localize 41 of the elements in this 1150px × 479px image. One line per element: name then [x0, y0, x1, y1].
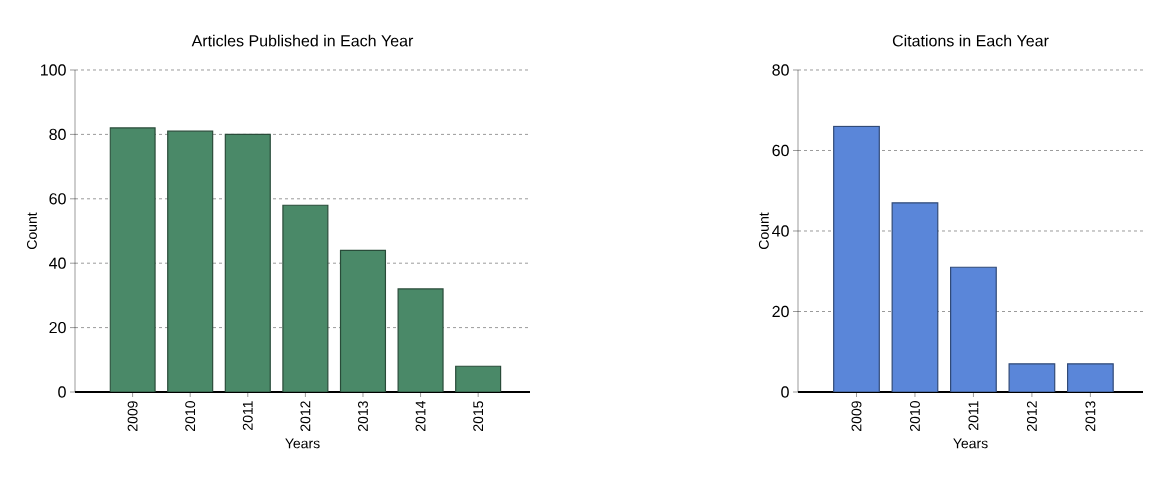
x-tick-label: 2010: [185, 401, 196, 431]
x-tick-label: 2012: [1026, 401, 1037, 431]
bar: [950, 266, 997, 392]
y-tick-label: 0: [58, 386, 66, 398]
chart-title: Articles Published in Each Year: [191, 34, 414, 47]
x-axis-title: Years: [953, 438, 988, 449]
bar: [339, 249, 387, 392]
bar: [455, 365, 502, 392]
chart-title: Citations in Each Year: [892, 34, 1049, 47]
x-tick-label: 2009: [851, 401, 862, 431]
y-tick-label: 60: [49, 193, 66, 205]
y-tick-label: 20: [772, 305, 789, 318]
bar: [167, 130, 214, 392]
y-tick-label: 40: [772, 225, 789, 237]
bar: [833, 125, 880, 392]
x-tick-label: 2010: [909, 401, 920, 431]
bar: [282, 204, 329, 392]
y-axis-title: Count: [26, 212, 37, 249]
x-tick-label: 2014: [415, 400, 426, 431]
y-tick-label: 80: [772, 64, 789, 76]
bar: [224, 133, 271, 392]
x-tick-label: 2015: [473, 401, 484, 431]
y-tick-label: 80: [49, 128, 66, 141]
bar: [397, 288, 444, 392]
y-tick-label: 0: [781, 386, 789, 398]
x-tick-label: 2013: [358, 401, 368, 431]
x-tick-label: 2011: [242, 401, 253, 430]
y-tick-label: 40: [49, 257, 66, 269]
bar: [891, 202, 939, 392]
bar: [1008, 363, 1056, 392]
x-tick-label: 2013: [1085, 401, 1096, 431]
bar: [1066, 363, 1114, 392]
x-tick-label: 2009: [127, 401, 138, 431]
y-tick-label: 60: [772, 144, 789, 157]
y-tick-label: 20: [49, 321, 66, 334]
x-tick-label: 2011: [968, 401, 979, 430]
x-tick-label: 2012: [300, 401, 311, 431]
y-tick-label: 100: [41, 64, 66, 76]
x-axis-title: Years: [285, 438, 320, 449]
y-axis-title: Count: [758, 212, 769, 249]
bar: [109, 127, 156, 392]
